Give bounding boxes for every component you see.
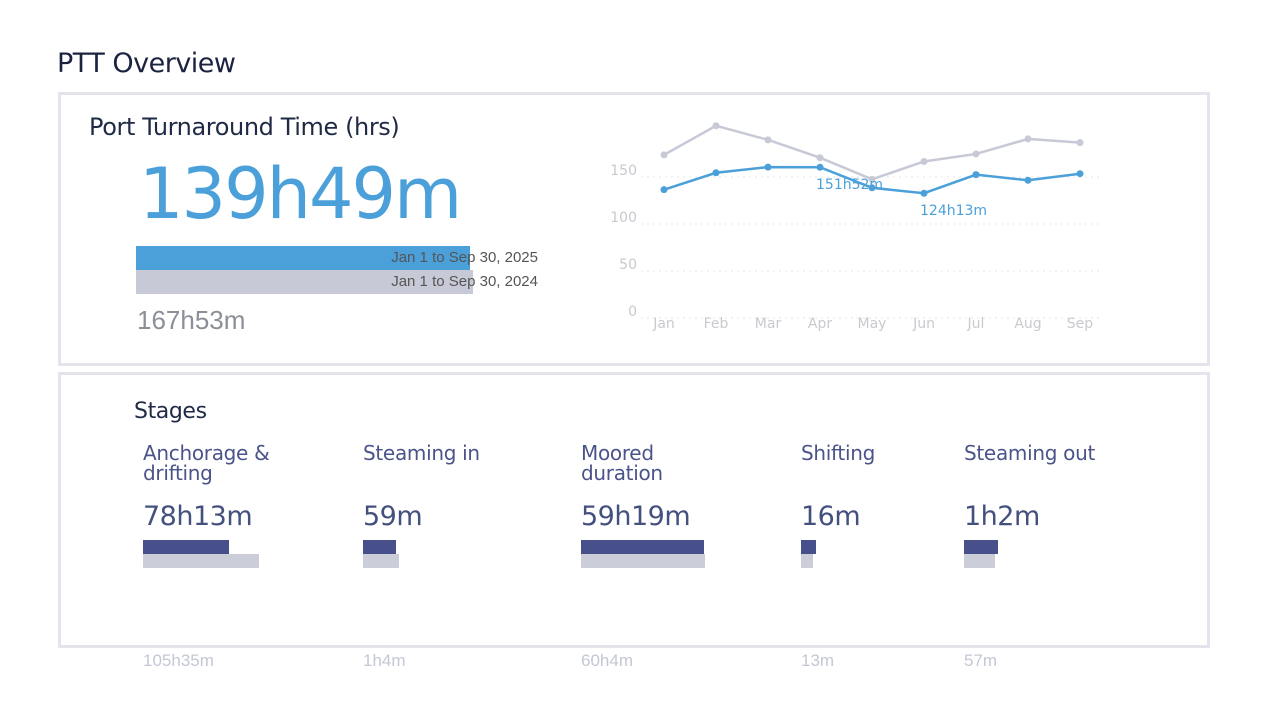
stage-name: Steaming in <box>363 441 480 465</box>
current-period-label: Jan 1 to Sep 30, 2025 <box>391 249 538 266</box>
stage-item: Moored duration 59h19m 60h4m <box>581 441 731 670</box>
stage-name: Shifting <box>801 441 875 465</box>
stage-value: 78h13m <box>143 501 253 532</box>
data-point[interactable] <box>764 163 772 171</box>
y-tick-label: 0 <box>628 304 637 320</box>
stage-previous-value: 60h4m <box>581 651 633 670</box>
data-point[interactable] <box>1076 139 1084 147</box>
y-tick-label: 50 <box>619 257 637 273</box>
stage-value: 16m <box>801 501 861 532</box>
y-tick-label: 100 <box>610 210 637 226</box>
period-labels: Jan 1 to Sep 30, 2025 <box>136 246 538 270</box>
x-tick-label: Jun <box>912 316 935 332</box>
x-tick-label: Aug <box>1014 316 1041 332</box>
data-point[interactable] <box>1024 135 1032 143</box>
stage-current-bar <box>964 540 998 554</box>
data-point[interactable] <box>712 169 720 177</box>
stage-previous-bar <box>143 554 259 568</box>
data-label: 151h52m <box>816 177 883 193</box>
stage-item: Steaming out 1h2m 57m <box>964 441 1114 670</box>
stage-previous-value: 13m <box>801 651 835 670</box>
previous-period-row: Jan 1 to Sep 30, 2024 <box>136 270 538 294</box>
data-point[interactable] <box>972 150 980 158</box>
data-label: 124h13m <box>920 203 987 219</box>
stage-name: Steaming out <box>964 441 1096 465</box>
stage-previous-value: 1h4m <box>363 651 406 670</box>
stage-value: 59h19m <box>581 501 691 532</box>
x-tick-label: Jul <box>967 316 985 332</box>
stage-previous-bar <box>801 554 813 568</box>
previous-period-label: Jan 1 to Sep 30, 2024 <box>391 273 538 290</box>
current-period-bar <box>136 246 470 270</box>
x-tick-label: Sep <box>1067 316 1094 332</box>
data-point[interactable] <box>816 163 824 171</box>
data-point[interactable] <box>920 189 928 197</box>
data-point[interactable] <box>868 184 876 192</box>
x-tick-label: Apr <box>808 316 832 332</box>
stage-value: 59m <box>363 501 423 532</box>
stages-card: Stages Anchorage & drifting 78h13m 105h3… <box>58 372 1210 670</box>
data-point[interactable] <box>764 136 772 144</box>
previous-period-bar <box>136 270 473 294</box>
data-point[interactable] <box>1076 170 1084 178</box>
ptt-card: Port Turnaround Time (hrs) 139h49m Jan 1… <box>58 92 1210 366</box>
y-tick-label: 150 <box>610 163 637 179</box>
x-tick-label: Mar <box>755 316 782 332</box>
data-point[interactable] <box>972 171 980 179</box>
x-tick-label: Jan <box>652 316 675 332</box>
x-tick-label: May <box>858 316 887 332</box>
stage-current-bar <box>363 540 396 554</box>
stage-item: Shifting 16m 13m <box>801 441 951 670</box>
stage-item: Anchorage & drifting 78h13m 105h35m <box>143 441 293 670</box>
data-point[interactable] <box>868 175 876 183</box>
stage-previous-bar <box>363 554 399 568</box>
stage-item: Steaming in 59m 1h4m <box>363 441 513 670</box>
stage-value: 1h2m <box>964 501 1040 532</box>
ptt-previous-value: 167h53m <box>137 305 246 335</box>
stage-current-bar <box>143 540 229 554</box>
ptt-title: Port Turnaround Time (hrs) <box>89 113 400 141</box>
data-point[interactable] <box>1024 176 1032 184</box>
stage-current-bar <box>801 540 816 554</box>
stage-previous-value: 57m <box>964 651 998 670</box>
stage-previous-value: 105h35m <box>143 651 214 670</box>
data-point[interactable] <box>920 157 928 165</box>
stage-name: Anchorage & drifting <box>143 441 270 485</box>
x-tick-label: Feb <box>704 316 729 332</box>
page-title: PTT Overview <box>57 48 236 79</box>
stage-name: Moored duration <box>581 441 663 485</box>
stage-previous-bar <box>581 554 705 568</box>
data-point[interactable] <box>712 122 720 130</box>
ptt-line-chart: 0 50 100 150 Jan Feb Mar Apr May Jun Jul Aug Sep 151h… <box>610 122 1101 332</box>
ptt-current-value: 139h49m <box>139 153 462 235</box>
stages-title: Stages <box>134 399 207 424</box>
stage-current-bar <box>581 540 704 554</box>
data-point[interactable] <box>660 151 668 159</box>
stage-previous-bar <box>964 554 995 568</box>
data-point[interactable] <box>816 154 824 162</box>
data-point[interactable] <box>660 186 668 194</box>
